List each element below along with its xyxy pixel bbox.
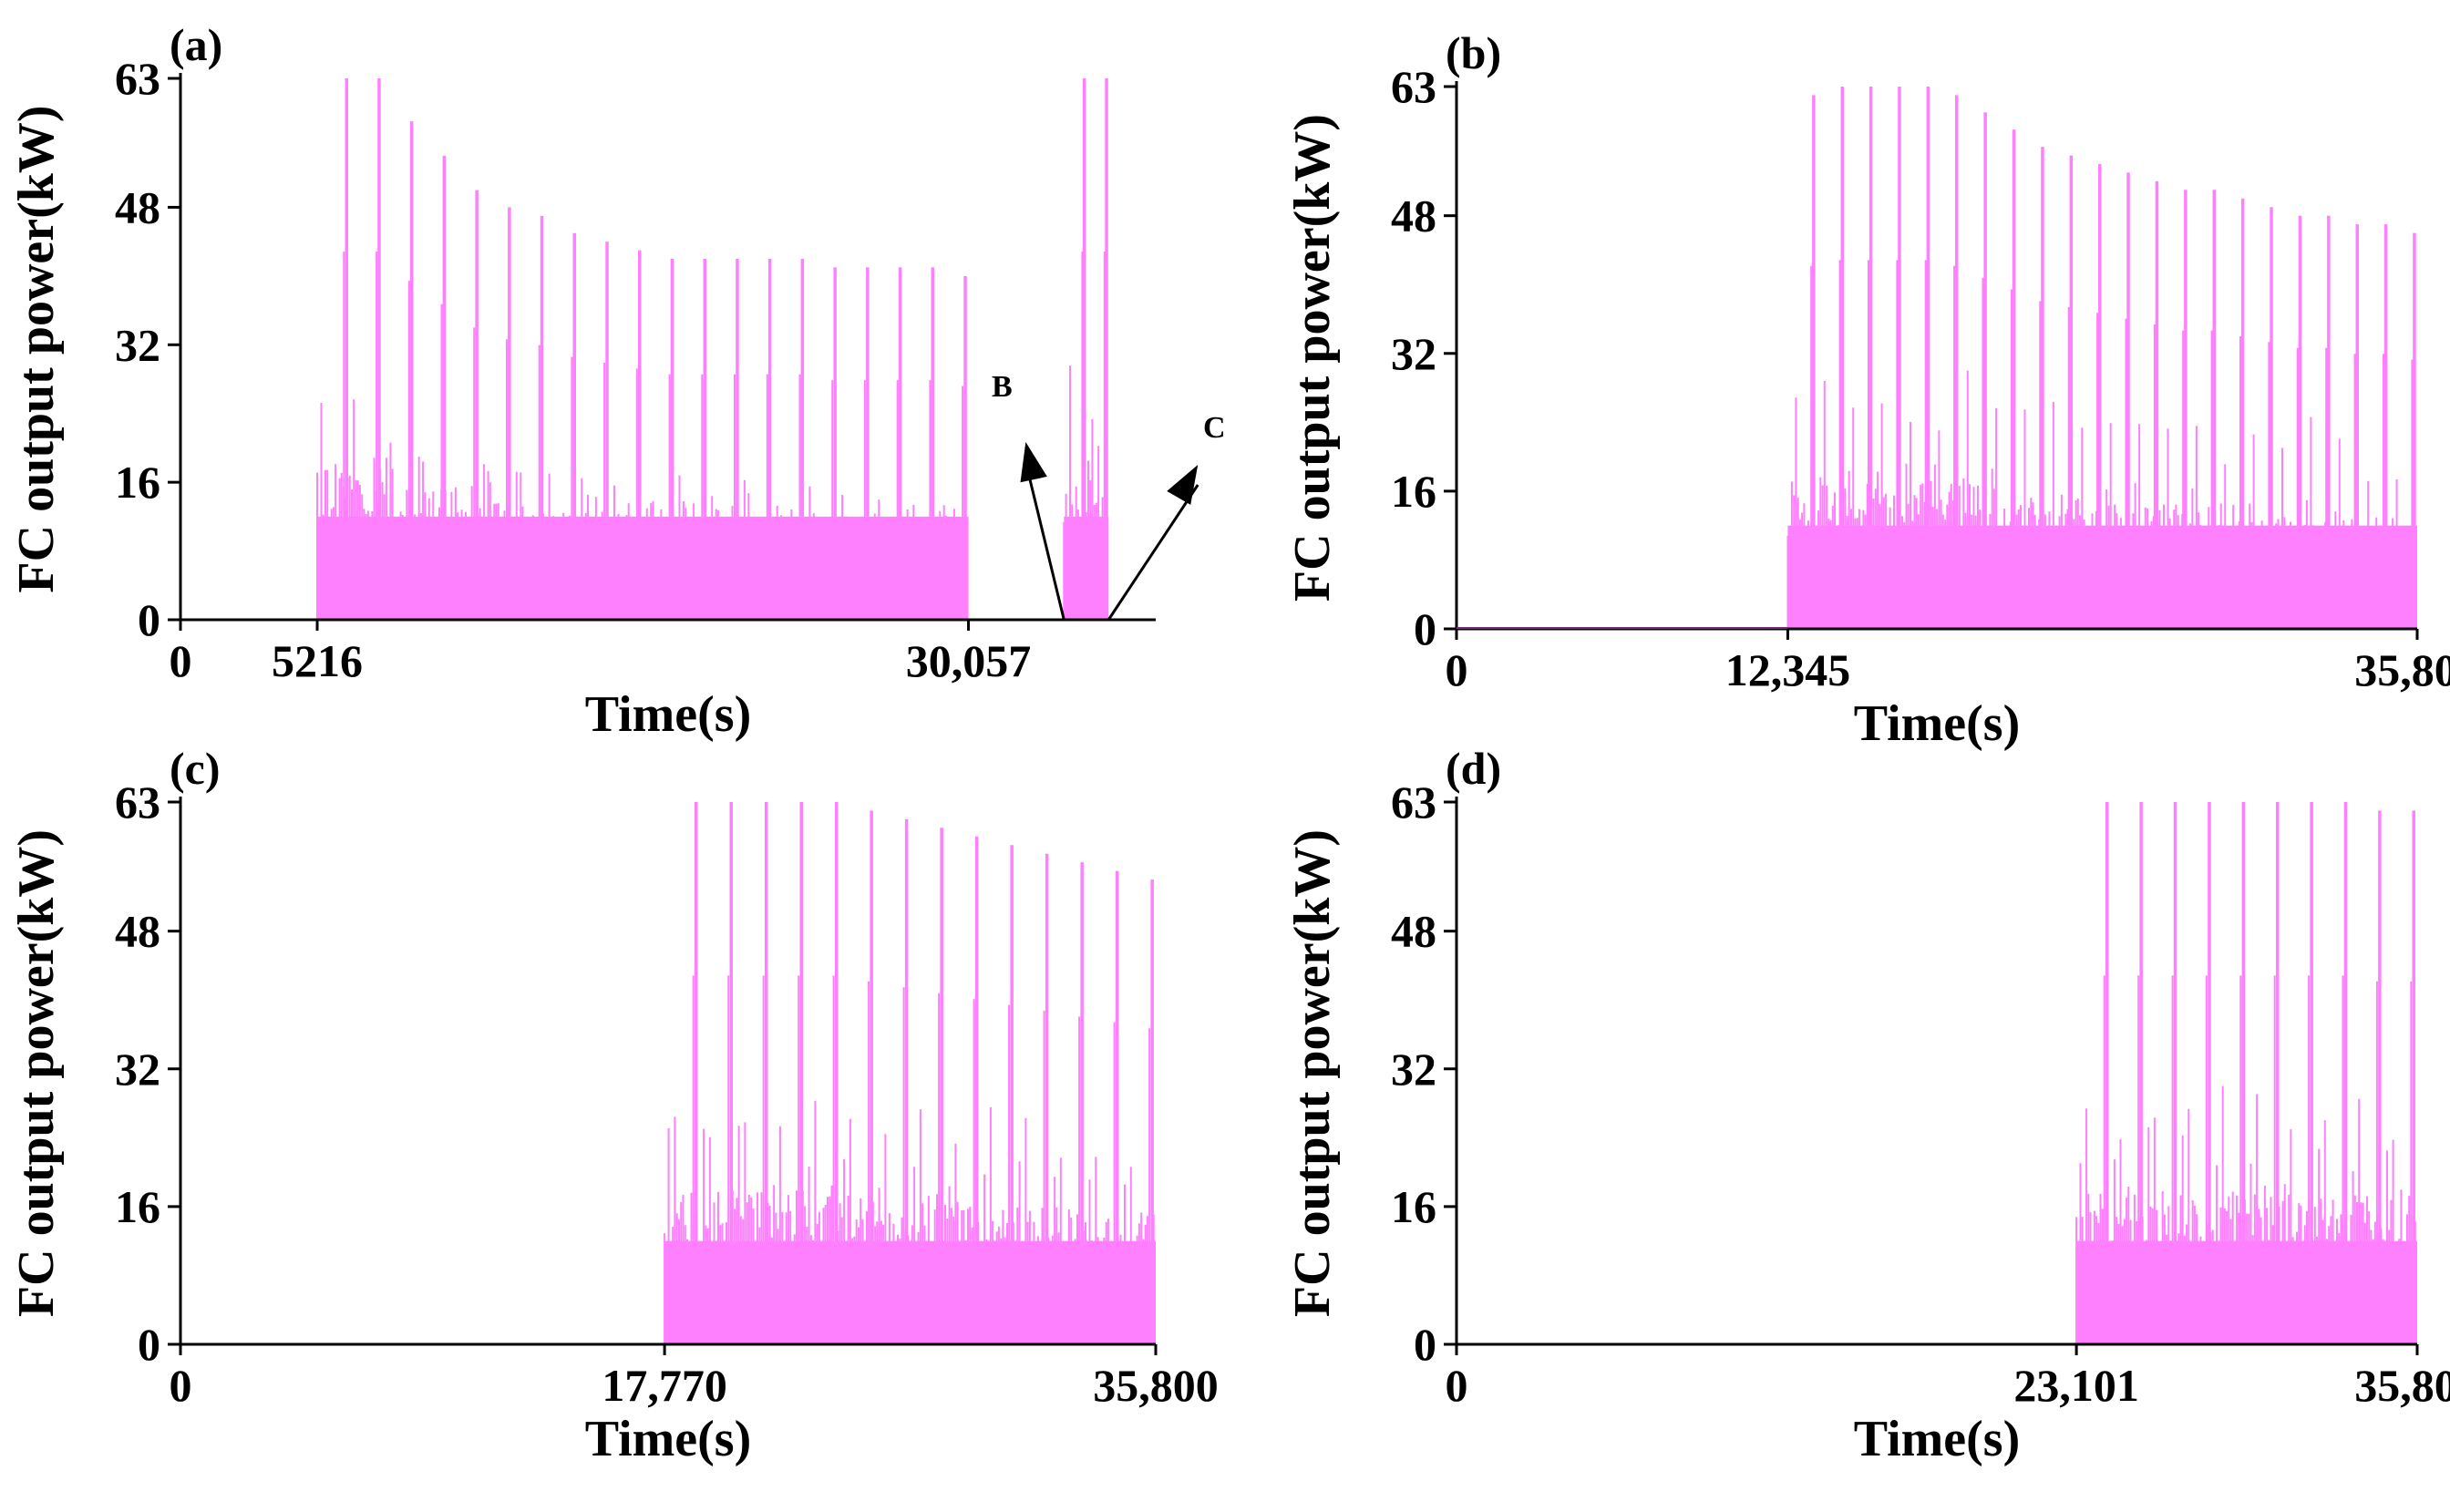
annotation-arrow-shaft — [1107, 484, 1199, 621]
x-tick-label: 0 — [170, 635, 192, 686]
series-segment-0 — [664, 802, 1155, 1344]
y-tick-label: 16 — [115, 457, 160, 508]
y-tick-label: 32 — [1391, 328, 1436, 379]
y-tick-label: 0 — [138, 594, 160, 645]
annotation-arrowhead — [1167, 465, 1199, 505]
x-axis-title: Time(s) — [585, 686, 752, 743]
x-tick-label: 17,770 — [602, 1360, 727, 1411]
x-tick-label: 35,800 — [2354, 1360, 2450, 1411]
panel-2: 0 16 32 48 63 0 17,770 35,800 Time(s) FC output p… — [8, 743, 1219, 1467]
y-tick-label: 48 — [115, 906, 160, 957]
panel-0: 0 16 32 48 63 0 5216 30,057 Time(s) FC output pow… — [8, 19, 1226, 743]
series-segment-0 — [1786, 87, 2416, 629]
y-tick-label: 0 — [1414, 1319, 1436, 1370]
annotation-label: B — [992, 370, 1013, 404]
y-tick-label: 32 — [1391, 1044, 1436, 1095]
series-fc-output-power — [2075, 802, 2417, 1344]
panel-1: 0 16 32 48 63 0 12,345 35,800 Time(s) FC output p… — [1284, 27, 2450, 752]
x-tick-label: 35,800 — [1093, 1360, 1219, 1411]
x-tick-label: 0 — [1446, 1360, 1468, 1411]
y-tick-label: 63 — [1391, 61, 1436, 112]
panel-3: 0 16 32 48 63 0 23,101 35,800 Time(s) FC output p… — [1284, 743, 2450, 1467]
y-axis-title: FC output power(kW) — [8, 105, 65, 592]
series-fc-output-power — [316, 78, 1109, 620]
y-tick-label: 63 — [115, 53, 160, 104]
x-tick-label: 0 — [170, 1360, 192, 1411]
annotation-label: C — [1203, 411, 1226, 445]
y-tick-label: 0 — [1414, 603, 1436, 654]
annotation-arrow-shaft — [1024, 461, 1065, 621]
annotation-arrow-c: C — [1107, 411, 1226, 621]
y-tick-label: 32 — [115, 319, 160, 370]
x-tick-label: 5216 — [272, 635, 363, 686]
y-tick-label: 16 — [1391, 466, 1436, 517]
y-axis-title: FC output power(kW) — [1284, 829, 1341, 1317]
panel-label: (c) — [170, 743, 221, 794]
y-tick-label: 32 — [115, 1044, 160, 1095]
panel-label: (b) — [1446, 27, 1501, 78]
annotation-arrowhead — [1020, 442, 1047, 483]
x-axis-title: Time(s) — [585, 1411, 752, 1467]
y-tick-label: 63 — [1391, 777, 1436, 828]
series-fc-output-power — [1786, 87, 2417, 629]
y-tick-label: 48 — [1391, 190, 1436, 242]
panel-label: (a) — [170, 19, 222, 70]
y-axis-title: FC output power(kW) — [8, 829, 65, 1317]
series-segment-0 — [316, 78, 968, 620]
y-tick-label: 48 — [115, 181, 160, 232]
y-axis-title: FC output power(kW) — [1284, 114, 1341, 602]
y-tick-label: 0 — [138, 1319, 160, 1370]
y-tick-label: 16 — [1391, 1181, 1436, 1232]
y-tick-label: 16 — [115, 1181, 160, 1232]
x-tick-label: 30,057 — [906, 635, 1032, 686]
x-tick-label: 23,101 — [2013, 1360, 2139, 1411]
panel-label: (d) — [1446, 743, 1501, 794]
annotation-arrow-b: B — [992, 370, 1065, 621]
series-fc-output-power — [664, 802, 1156, 1344]
y-tick-label: 48 — [1391, 906, 1436, 957]
x-axis-title: Time(s) — [1854, 695, 2021, 752]
x-tick-label: 12,345 — [1725, 644, 1851, 695]
series-segment-1 — [1063, 78, 1108, 620]
x-tick-label: 35,800 — [2354, 644, 2450, 695]
x-axis-title: Time(s) — [1854, 1411, 2021, 1467]
y-tick-label: 63 — [115, 777, 160, 828]
series-segment-0 — [2075, 802, 2416, 1344]
x-tick-label: 0 — [1446, 644, 1468, 695]
